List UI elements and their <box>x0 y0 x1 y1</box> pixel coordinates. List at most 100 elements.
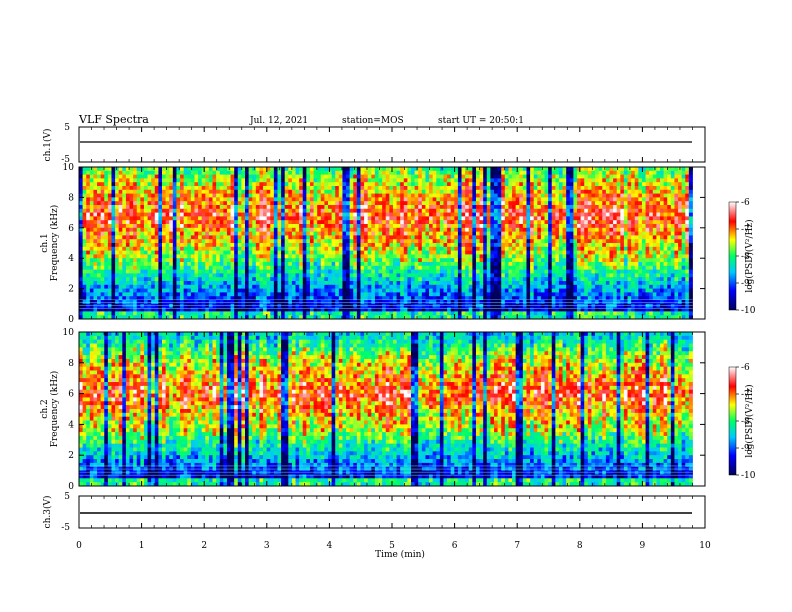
ch1-spec-cell <box>627 250 632 255</box>
ch1-spec-cell <box>555 167 560 172</box>
ch1-spec-cell <box>353 265 358 270</box>
ch1-spec-cell <box>273 197 278 202</box>
ch1-spec-cell <box>504 239 509 244</box>
ch1-spec-cell <box>602 235 607 240</box>
ch1-spec-cell <box>212 193 217 198</box>
ch1-spec-cell <box>447 239 452 244</box>
ch1-spec-cell <box>411 170 416 175</box>
ch1-spec-cell <box>566 205 571 210</box>
ch1-spec-cell <box>245 265 250 270</box>
ch1-spec-cell <box>288 174 293 179</box>
ch1-spec-cell <box>291 265 296 270</box>
ch1-spec-cell <box>219 227 224 232</box>
ch1-spec-cell <box>263 167 268 172</box>
ch1-spec-cell <box>497 231 502 236</box>
ch1-spec-cell <box>89 189 94 194</box>
ch1-spec-cell <box>252 170 257 175</box>
ch1-spec-cell <box>562 212 567 217</box>
ch1-spec-cell <box>681 212 686 217</box>
ch1-spec-cell <box>172 273 177 278</box>
ch1-spec-cell <box>317 167 322 172</box>
ch1-spec-cell <box>226 277 231 282</box>
ch1-spec-cell <box>681 227 686 232</box>
ch1-spec-cell <box>475 193 480 198</box>
ch1-spec-cell <box>638 186 643 191</box>
ch1-spec-cell <box>97 273 102 278</box>
ch1-spec-cell <box>223 258 228 263</box>
ch1-spec-cell <box>324 262 329 267</box>
ch1-spec-cell <box>411 174 416 179</box>
ch1-spec-cell <box>613 201 618 206</box>
ch1-spec-cell <box>602 174 607 179</box>
ch1-spec-cell <box>457 216 462 221</box>
ch1-spec-cell <box>609 220 614 225</box>
ch1-spec-cell <box>277 246 282 251</box>
ch1-spec-cell <box>392 269 397 274</box>
ch1-spec-cell <box>623 201 628 206</box>
ch1-spec-cell <box>490 212 495 217</box>
ch1-spec-cell <box>216 197 221 202</box>
ch1-spec-cell <box>79 273 84 278</box>
ch1-spec-cell <box>104 243 109 248</box>
ch1-spec-cell <box>551 243 556 248</box>
ch1-spec-cell <box>360 262 365 267</box>
ch1-spec-cell <box>562 246 567 251</box>
ch1-spec-cell <box>223 201 228 206</box>
ch1-spec-cell <box>248 258 253 263</box>
ch1-spec-cell <box>652 258 657 263</box>
ch1-spec-cell <box>483 258 488 263</box>
ch1-spec-cell <box>649 201 654 206</box>
ch1-spec-cell <box>346 224 351 229</box>
ch1-spec-cell <box>86 224 91 229</box>
ch1-spec-cell <box>580 235 585 240</box>
ch1-spec-cell <box>226 254 231 259</box>
ch1-spec-cell <box>223 254 228 259</box>
ch1-spec-cell <box>468 201 473 206</box>
ch1-spec-cell <box>165 254 170 259</box>
ch1-spec-cell <box>180 273 185 278</box>
ch1-spec-cell <box>681 189 686 194</box>
ch1-spec-cell <box>392 212 397 217</box>
ch1-spec-cell <box>638 258 643 263</box>
ch1-spec-cell <box>497 193 502 198</box>
ch1-spec-cell <box>580 212 585 217</box>
ch1-spec-cell <box>241 277 246 282</box>
ch1-spec-cell <box>100 243 105 248</box>
ch1-spec-cell <box>526 201 531 206</box>
ch1-spec-cell <box>378 231 383 236</box>
ch1-spec-cell <box>613 220 618 225</box>
ch1-spec-cell <box>443 170 448 175</box>
ch1-spec-cell <box>212 258 217 263</box>
ch1-spec-cell <box>436 189 441 194</box>
ch1-spec-cell <box>641 197 646 202</box>
ch1-spec-cell <box>89 246 94 251</box>
ch1-spec-cell <box>522 269 527 274</box>
ch1-spec-cell <box>421 262 426 267</box>
ch1-spec-cell <box>190 205 195 210</box>
ch1-spec-cell <box>356 246 361 251</box>
ch1-spec-cell <box>237 186 242 191</box>
ch1-spec-cell <box>649 265 654 270</box>
ch1-spec-cell <box>93 208 98 213</box>
ch1-spec-cell <box>573 262 578 267</box>
ch1-spec-cell <box>371 246 376 251</box>
ch1-spec-cell <box>609 178 614 183</box>
ch1-spec-cell <box>313 258 318 263</box>
ch1-spec-cell <box>223 239 228 244</box>
ch1-spec-cell <box>468 265 473 270</box>
ch1-spec-cell <box>660 262 665 267</box>
ch1-spec-cell <box>237 258 242 263</box>
ch1-spec-cell <box>328 262 333 267</box>
ch1-spec-cell <box>616 250 621 255</box>
ch1-spec-cell <box>136 189 141 194</box>
ch1-spec-cell <box>519 186 524 191</box>
ch1-spec-cell <box>241 250 246 255</box>
ch1-spec-cell <box>504 273 509 278</box>
ch1-spec-cell <box>219 182 224 187</box>
ch1-spec-cell <box>176 186 181 191</box>
ch1-spec-cell <box>194 189 199 194</box>
ch1-spec-cell <box>328 246 333 251</box>
ch1-spec-cell <box>252 254 257 259</box>
ch1-spec-cell <box>125 246 130 251</box>
ch1-spec-cell <box>223 224 228 229</box>
